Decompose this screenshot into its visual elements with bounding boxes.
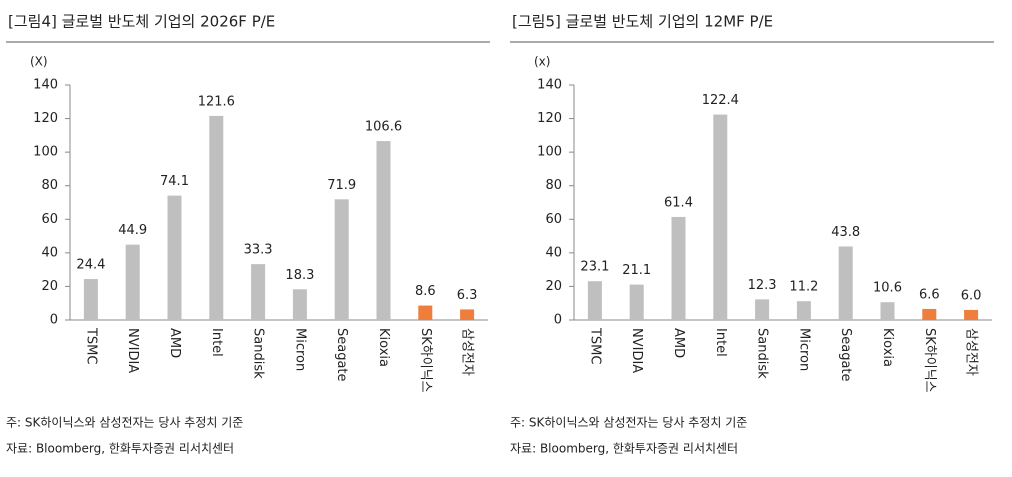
bar — [125, 244, 140, 320]
value-label: 106.6 — [365, 120, 402, 135]
y-tick-label: 60 — [41, 212, 58, 227]
value-label: 8.6 — [415, 284, 436, 299]
bar — [292, 289, 307, 320]
value-label: 23.1 — [580, 260, 609, 275]
value-label: 74.1 — [160, 174, 189, 189]
bar — [376, 141, 391, 320]
x-tick-label: Micron — [796, 328, 811, 371]
chart-title: [그림4] 글로벌 반도체 기업의 2026F P/E — [8, 13, 275, 31]
chart-title: [그림5] 글로벌 반도체 기업의 12MF P/E — [512, 13, 773, 31]
value-label: 21.1 — [622, 263, 651, 278]
x-tick-label: Micron — [292, 328, 307, 371]
bar — [334, 199, 349, 320]
y-tick-label: 0 — [554, 313, 562, 328]
x-tick-label: 삼성전자 — [964, 328, 979, 376]
y-tick-label: 140 — [537, 78, 562, 93]
value-label: 6.0 — [961, 288, 982, 303]
bar — [460, 309, 475, 320]
source: 자료: Bloomberg, 한화투자증권 리서치센터 — [510, 442, 738, 456]
value-label: 33.3 — [244, 243, 273, 258]
x-tick-label: SK하이닉스 — [418, 328, 433, 393]
bar — [629, 284, 644, 320]
bar — [964, 309, 979, 320]
value-label: 12.3 — [748, 278, 777, 293]
source: 자료: Bloomberg, 한화투자증권 리서치센터 — [6, 442, 234, 456]
x-tick-label: NVIDIA — [629, 328, 644, 373]
bar — [922, 308, 937, 320]
bar — [838, 246, 853, 320]
y-tick-label: 20 — [41, 279, 58, 294]
x-tick-label: Seagate — [838, 328, 853, 382]
y-tick-label: 40 — [545, 245, 562, 260]
y-tick-label: 140 — [33, 78, 58, 93]
x-tick-label: AMD — [671, 328, 686, 358]
x-tick-label: Seagate — [334, 328, 349, 382]
bar — [167, 195, 182, 320]
y-tick-label: 120 — [33, 111, 58, 126]
bar — [880, 302, 895, 320]
y-axis-unit: (x) — [534, 55, 550, 69]
y-tick-label: 80 — [545, 178, 562, 193]
x-tick-label: Sandisk — [755, 328, 770, 379]
y-tick-label: 60 — [545, 212, 562, 227]
note: 주: SK하이닉스와 삼성전자는 당사 추정치 기준 — [6, 416, 243, 430]
value-label: 122.4 — [702, 93, 739, 108]
value-label: 71.9 — [327, 178, 356, 193]
value-label: 121.6 — [198, 94, 235, 109]
y-tick-label: 80 — [41, 178, 58, 193]
y-tick-label: 100 — [33, 145, 58, 160]
y-tick-label: 120 — [537, 111, 562, 126]
y-tick-label: 100 — [537, 145, 562, 160]
y-tick-label: 20 — [545, 279, 562, 294]
x-tick-label: Kioxia — [376, 328, 391, 367]
value-label: 10.6 — [873, 281, 902, 296]
y-tick-label: 0 — [50, 313, 58, 328]
value-label: 6.6 — [919, 287, 940, 302]
x-tick-label: Sandisk — [251, 328, 266, 379]
y-axis-unit: (X) — [30, 55, 48, 69]
x-tick-label: AMD — [167, 328, 182, 358]
bar — [587, 281, 602, 320]
value-label: 6.3 — [457, 288, 478, 303]
bar — [796, 301, 811, 320]
y-tick-label: 40 — [41, 245, 58, 260]
bar — [671, 216, 686, 320]
x-tick-label: NVIDIA — [125, 328, 140, 373]
value-label: 11.2 — [789, 280, 818, 295]
x-tick-label: Intel — [209, 328, 224, 357]
value-label: 18.3 — [285, 268, 314, 283]
x-tick-label: SK하이닉스 — [922, 328, 937, 393]
x-tick-label: TSMC — [587, 327, 602, 365]
x-tick-label: Kioxia — [880, 328, 895, 367]
value-label: 44.9 — [118, 223, 147, 238]
bar — [209, 115, 224, 320]
bar — [755, 299, 770, 320]
value-label: 24.4 — [76, 258, 105, 273]
value-label: 43.8 — [831, 225, 860, 240]
x-tick-label: 삼성전자 — [460, 328, 475, 376]
value-label: 61.4 — [664, 195, 693, 210]
bar — [83, 279, 98, 320]
x-tick-label: Intel — [713, 328, 728, 357]
bar — [713, 114, 728, 321]
note: 주: SK하이닉스와 삼성전자는 당사 추정치 기준 — [510, 416, 747, 430]
bar — [418, 305, 433, 320]
bar — [251, 264, 266, 320]
x-tick-label: TSMC — [83, 327, 98, 365]
